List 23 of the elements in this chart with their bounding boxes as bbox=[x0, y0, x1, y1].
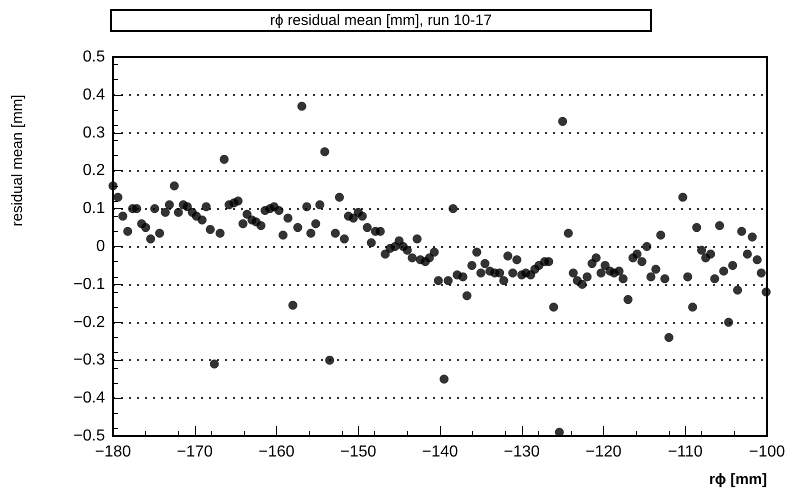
y-tick-label: 0.3 bbox=[82, 124, 106, 142]
y-axis-title: residual mean [mm] bbox=[9, 94, 26, 226]
x-tick-label: −120 bbox=[585, 444, 622, 460]
x-tick-label: −140 bbox=[422, 444, 458, 460]
y-tick-label: −0.2 bbox=[73, 314, 106, 331]
x-tick-label: −130 bbox=[504, 444, 540, 460]
x-tick-label: −100 bbox=[748, 444, 786, 460]
x-tick-label: −160 bbox=[258, 444, 295, 460]
x-axis-title: rϕ [mm] bbox=[709, 471, 767, 488]
x-tick-label: −170 bbox=[176, 444, 213, 460]
y-tick-label: −0.4 bbox=[73, 390, 106, 407]
y-tick-label: 0.1 bbox=[82, 200, 106, 218]
chart-title: rϕ residual mean [mm], run 10-17 bbox=[270, 12, 492, 29]
y-tick-label: 0.2 bbox=[82, 162, 106, 180]
x-tick-label: −180 bbox=[94, 444, 132, 460]
x-tick-label: −150 bbox=[340, 444, 376, 460]
y-tick-label: −0.5 bbox=[73, 428, 106, 444]
y-tick-label: 0.5 bbox=[82, 48, 106, 66]
y-tick-label: −0.1 bbox=[73, 276, 106, 293]
y-tick-label: 0.4 bbox=[82, 86, 106, 104]
y-tick-label: −0.3 bbox=[73, 352, 106, 369]
x-tick-label: −110 bbox=[668, 444, 703, 460]
y-tick-label: 0 bbox=[96, 238, 106, 255]
